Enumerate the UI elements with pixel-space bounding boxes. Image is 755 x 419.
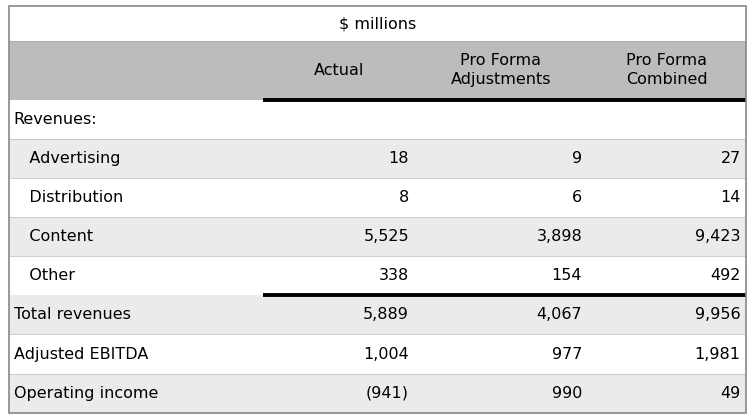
Text: Revenues:: Revenues: [14, 112, 97, 127]
Text: $ millions: $ millions [339, 16, 416, 31]
Text: 5,889: 5,889 [363, 308, 409, 322]
Text: 4,067: 4,067 [537, 308, 582, 322]
Text: 9,956: 9,956 [695, 308, 741, 322]
Text: 3,898: 3,898 [537, 229, 582, 244]
Text: Operating income: Operating income [14, 385, 158, 401]
Bar [9, 100, 746, 139]
Text: Other: Other [14, 268, 75, 283]
Text: (941): (941) [366, 385, 409, 401]
Text: 977: 977 [552, 347, 582, 362]
Text: 338: 338 [379, 268, 409, 283]
Bar [9, 139, 746, 178]
Bar [9, 178, 746, 217]
Text: Pro Forma
Combined: Pro Forma Combined [626, 54, 707, 87]
Text: 5,525: 5,525 [363, 229, 409, 244]
Bar [9, 374, 746, 413]
Text: 18: 18 [389, 151, 409, 166]
Text: Content: Content [14, 229, 93, 244]
Text: 1,004: 1,004 [363, 347, 409, 362]
Bar [9, 295, 746, 334]
Text: Actual: Actual [313, 63, 364, 78]
Text: Distribution: Distribution [14, 190, 123, 205]
Text: 27: 27 [720, 151, 741, 166]
Text: Pro Forma
Adjustments: Pro Forma Adjustments [451, 54, 551, 87]
Text: 8: 8 [399, 190, 409, 205]
Text: Advertising: Advertising [14, 151, 120, 166]
Text: 9: 9 [572, 151, 582, 166]
Text: 990: 990 [552, 385, 582, 401]
Text: 492: 492 [710, 268, 741, 283]
Bar [9, 217, 746, 256]
Text: 6: 6 [572, 190, 582, 205]
Bar [9, 256, 746, 295]
Text: 49: 49 [720, 385, 741, 401]
Text: 9,423: 9,423 [695, 229, 741, 244]
Text: 1,981: 1,981 [695, 347, 741, 362]
Text: Total revenues: Total revenues [14, 308, 131, 322]
Text: 154: 154 [552, 268, 582, 283]
Bar [9, 334, 746, 374]
Bar [9, 6, 746, 41]
Bar [9, 41, 746, 100]
Text: Adjusted EBITDA: Adjusted EBITDA [14, 347, 148, 362]
Text: 14: 14 [720, 190, 741, 205]
